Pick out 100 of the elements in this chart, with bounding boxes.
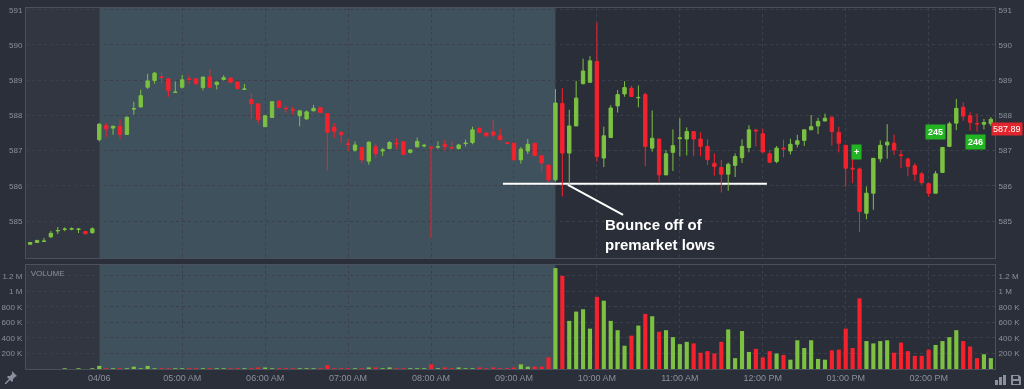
candlestick <box>857 167 862 233</box>
bar <box>767 351 772 369</box>
candlestick <box>394 137 399 150</box>
candlestick <box>449 140 454 151</box>
candlestick <box>311 104 316 112</box>
candlestick <box>345 138 351 152</box>
candlestick <box>684 126 689 157</box>
bar <box>954 330 959 369</box>
bar <box>781 355 786 369</box>
candlestick <box>200 76 206 91</box>
annotation: 246 <box>968 137 984 147</box>
candlestick <box>242 83 247 91</box>
candlestick <box>808 114 814 131</box>
candlestick <box>767 149 772 164</box>
candlestick <box>41 237 47 243</box>
candlestick <box>138 89 143 108</box>
bar <box>670 337 675 369</box>
candlestick <box>926 182 931 198</box>
candlestick <box>864 186 869 220</box>
candlestick <box>795 134 800 148</box>
x-tick-label: 09:00 AM <box>494 372 533 383</box>
candlestick <box>304 109 309 121</box>
candlestick <box>981 118 987 130</box>
annotation: 245 <box>928 127 944 137</box>
candlestick <box>760 128 765 154</box>
y-tick-label: 400 K <box>1 333 24 343</box>
candlestick <box>69 226 74 231</box>
bar <box>795 340 800 369</box>
candlestick <box>235 81 240 91</box>
bar <box>684 341 689 369</box>
candlestick <box>97 122 102 142</box>
bar <box>905 351 910 369</box>
bar <box>739 330 745 369</box>
candlestick <box>967 111 973 132</box>
candlestick <box>456 143 461 151</box>
candlestick <box>532 142 537 157</box>
bar <box>774 353 779 369</box>
candlestick <box>159 71 164 84</box>
y2-tick-label: 600 K <box>998 318 1021 328</box>
annotation: Bounce off of premarket lows <box>605 216 716 253</box>
candlestick <box>974 113 980 133</box>
bar <box>629 335 634 369</box>
candlestick <box>670 128 676 172</box>
bar <box>594 296 599 369</box>
candlestick <box>815 117 821 135</box>
candlestick <box>933 170 938 194</box>
candlestick <box>843 144 848 188</box>
candlestick <box>656 138 662 184</box>
x-tick-label: 04/06 <box>87 372 111 383</box>
candlestick <box>55 226 60 235</box>
candlestick <box>580 58 586 85</box>
candlestick <box>401 141 406 155</box>
candlestick <box>463 139 468 147</box>
candlestick <box>152 71 157 85</box>
bar <box>933 344 938 369</box>
bar <box>650 316 655 369</box>
candlestick <box>988 116 994 127</box>
candlestick <box>48 230 54 239</box>
candlestick <box>698 131 703 157</box>
bar <box>940 341 945 369</box>
y2-tick-label: 1 M <box>998 287 1013 297</box>
bar <box>981 354 987 369</box>
candlestick <box>615 89 620 114</box>
bar <box>325 365 330 369</box>
candlestick <box>380 147 385 157</box>
candlestick <box>726 162 731 192</box>
x-tick-label: 12:00 PM <box>743 372 783 383</box>
candlestick <box>256 103 261 124</box>
candlestick <box>829 116 835 147</box>
bar <box>677 344 682 369</box>
candlestick <box>131 101 137 116</box>
candlestick <box>677 117 683 158</box>
candlestick <box>290 106 295 116</box>
bar <box>698 352 703 369</box>
y2-tick-label: 1.2 M <box>998 271 1019 281</box>
candlestick <box>546 164 551 183</box>
bar <box>892 352 897 369</box>
bar <box>822 359 828 369</box>
text: VOLUME <box>30 269 65 279</box>
candlestick <box>283 105 289 114</box>
bar <box>753 348 758 369</box>
candlestick <box>442 139 448 152</box>
y-tick-label: 588 <box>9 111 23 121</box>
candlestick <box>788 138 793 155</box>
y2-tick-label: 585 <box>998 216 1013 226</box>
candlestick <box>497 128 503 141</box>
candlestick <box>214 80 219 90</box>
x-tick-label: 06:00 AM <box>246 372 285 383</box>
candlestick <box>567 109 572 187</box>
candlestick <box>719 159 724 194</box>
bar <box>560 275 565 369</box>
candlestick <box>525 138 530 155</box>
candlestick <box>318 107 323 114</box>
bar <box>788 359 793 369</box>
candlestick <box>781 139 786 158</box>
candlestick <box>249 92 254 120</box>
y2-tick-label: 586 <box>998 181 1013 191</box>
bar <box>553 268 558 369</box>
bar <box>518 364 523 369</box>
candlestick <box>912 162 918 182</box>
